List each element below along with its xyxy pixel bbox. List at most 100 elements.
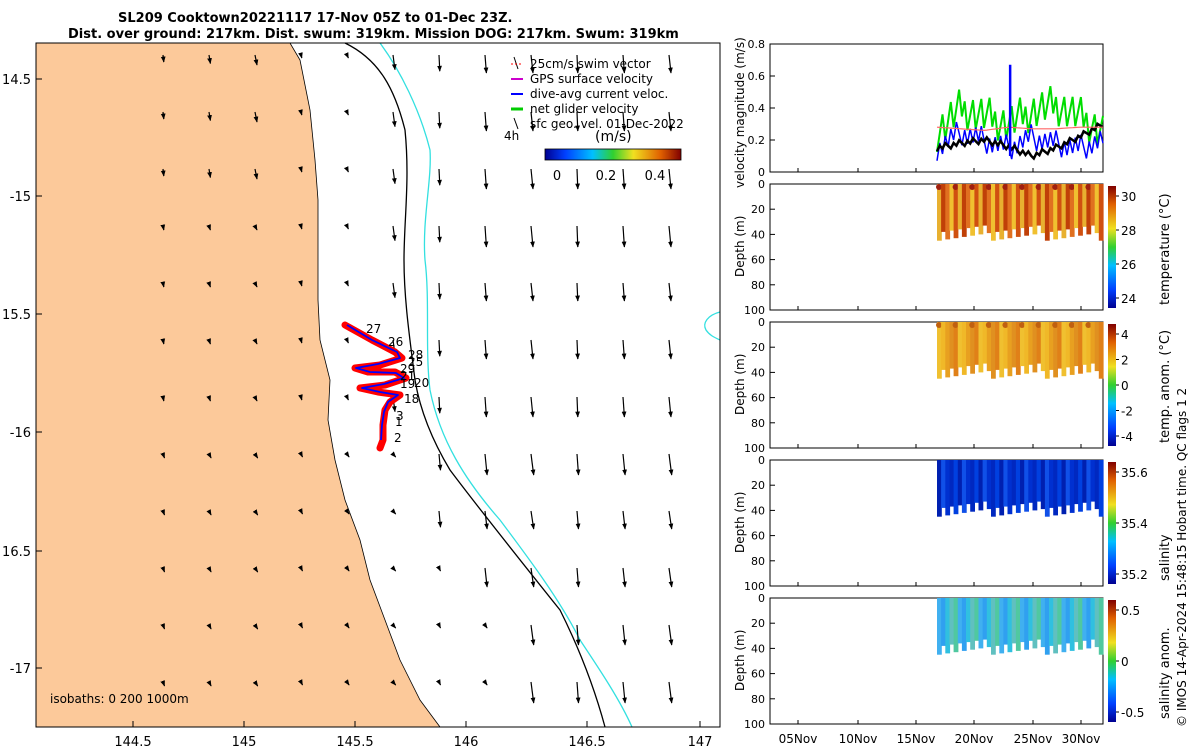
track-day-label: 27 — [366, 322, 381, 336]
velocity-arrow — [343, 280, 349, 287]
profile-cell — [953, 460, 959, 515]
velocity-arrow — [622, 567, 627, 588]
velocity-arrow — [297, 622, 304, 629]
velocity-arrow — [621, 282, 627, 302]
cbar-tick-label: 35.4 — [1121, 517, 1148, 531]
profile-cell — [953, 322, 959, 377]
surface-marker — [1002, 184, 1009, 190]
profile-cell — [999, 598, 1005, 654]
glider-track-blue — [346, 324, 405, 441]
velocity-arrow — [622, 510, 627, 530]
depth-tick-label: 60 — [751, 254, 765, 267]
colorbar-tick-label: 0.2 — [596, 169, 617, 184]
velocity-arrow — [483, 396, 489, 418]
date-tick-label: 30Nov — [1062, 732, 1101, 746]
profile-cell — [941, 184, 946, 232]
profile-cell — [982, 460, 988, 502]
velocity-arrow — [575, 225, 580, 248]
colorbar-title: (m/s) — [595, 129, 632, 145]
velocity-arrow — [621, 168, 627, 190]
velocity-arrow — [530, 453, 536, 476]
date-tick-label: 20Nov — [955, 732, 994, 746]
surface-marker — [1035, 184, 1042, 190]
velocity-arrow — [668, 54, 673, 74]
velocity-arrow — [437, 54, 442, 72]
profile-cell — [1049, 598, 1054, 646]
cbar-tick-label: 35.6 — [1121, 466, 1148, 480]
velocity-arrow — [530, 225, 535, 248]
track-day-label: 1 — [395, 415, 403, 429]
colorbar-label: temp. anom. (°C) — [1158, 329, 1173, 443]
depth-tick-label: 20 — [751, 479, 765, 492]
surface-marker — [985, 184, 992, 190]
depth-tick-label: 100 — [744, 442, 765, 455]
velocity-arrow — [530, 339, 535, 360]
velocity-arrow — [343, 52, 349, 59]
velocity-arrow — [206, 680, 212, 687]
lon-tick-label: 147 — [688, 735, 713, 750]
profile-cell — [1028, 322, 1034, 365]
depth-tick-label: 100 — [744, 580, 765, 593]
profile-cell — [1053, 184, 1058, 240]
velocity-arrow — [530, 111, 535, 132]
title-line-1: SL209 Cooktown20221117 17-Nov 05Z to 01-… — [118, 11, 513, 26]
profile-cell — [937, 598, 942, 655]
velocity-arrow — [575, 624, 581, 646]
cbar-tick-label: -2 — [1121, 405, 1133, 419]
profile-cell — [1011, 322, 1017, 368]
velocity-arrow — [298, 109, 303, 116]
track-day-label: 19 — [400, 377, 415, 391]
track-day-label: 21 — [400, 369, 415, 383]
velocity-arrow — [668, 510, 674, 530]
profile-cell — [949, 460, 955, 507]
depth-tick-label: 0 — [758, 178, 765, 191]
velocity-ylabel: velocity magnitude (m/s) — [733, 37, 747, 188]
profile-cell — [1040, 460, 1046, 510]
profile-cell — [991, 598, 996, 655]
depth-tick-label: 80 — [751, 417, 765, 430]
velocity-arrow — [206, 395, 211, 402]
depth-tick-label: 80 — [751, 555, 765, 568]
profile-cell — [941, 322, 946, 370]
velocity-arrow — [437, 225, 442, 243]
velocity-arrow — [160, 509, 166, 516]
land — [35, 42, 441, 728]
surface-marker — [969, 184, 976, 190]
velocity-arrow — [207, 111, 212, 122]
velocity-arrow — [206, 338, 211, 345]
isobath-200-coast — [704, 311, 721, 341]
profile-cell — [1011, 598, 1017, 644]
profile-cell — [937, 460, 942, 517]
lon-tick-label: 144.5 — [114, 735, 151, 750]
profile-cell — [1024, 460, 1029, 512]
velocity-arrow — [437, 282, 442, 300]
velocity-arrow — [343, 337, 349, 344]
velocity-arrow — [297, 508, 304, 515]
profile-cell — [970, 322, 975, 374]
velocity-arrow — [343, 394, 349, 401]
velocity-arrow — [344, 679, 350, 686]
depth-tick-label: 100 — [744, 718, 765, 731]
profile-cell — [1094, 460, 1100, 510]
velocity-arrow — [575, 510, 581, 530]
profile-cell — [1098, 598, 1104, 655]
velocity-arrow — [484, 510, 489, 530]
speed-colorbar — [544, 148, 682, 161]
imos-credit: © IMOS 14-Apr-2024 15:48:15 Hobart time.… — [1175, 387, 1189, 727]
depth-tick-label: 60 — [751, 392, 765, 405]
isobath-label: isobaths: 0 200 1000m — [50, 692, 189, 706]
profile-cell — [1069, 460, 1075, 513]
velocity-arrow — [298, 223, 303, 230]
depth-tick-label: 100 — [744, 304, 765, 317]
colorbar-tick-label: 0.4 — [645, 169, 666, 184]
profile-cell — [1057, 460, 1063, 507]
profile-cell — [1094, 184, 1100, 234]
velocity-arrow — [160, 680, 166, 687]
isobath-1000 — [344, 42, 606, 728]
track-day-label: 29 — [400, 362, 415, 376]
profile-cell — [1040, 322, 1046, 372]
profile-cell — [945, 598, 951, 654]
profile-panels: 02040608010030282624020406080100420-2-40… — [744, 178, 1148, 731]
profile-cell — [974, 184, 980, 227]
